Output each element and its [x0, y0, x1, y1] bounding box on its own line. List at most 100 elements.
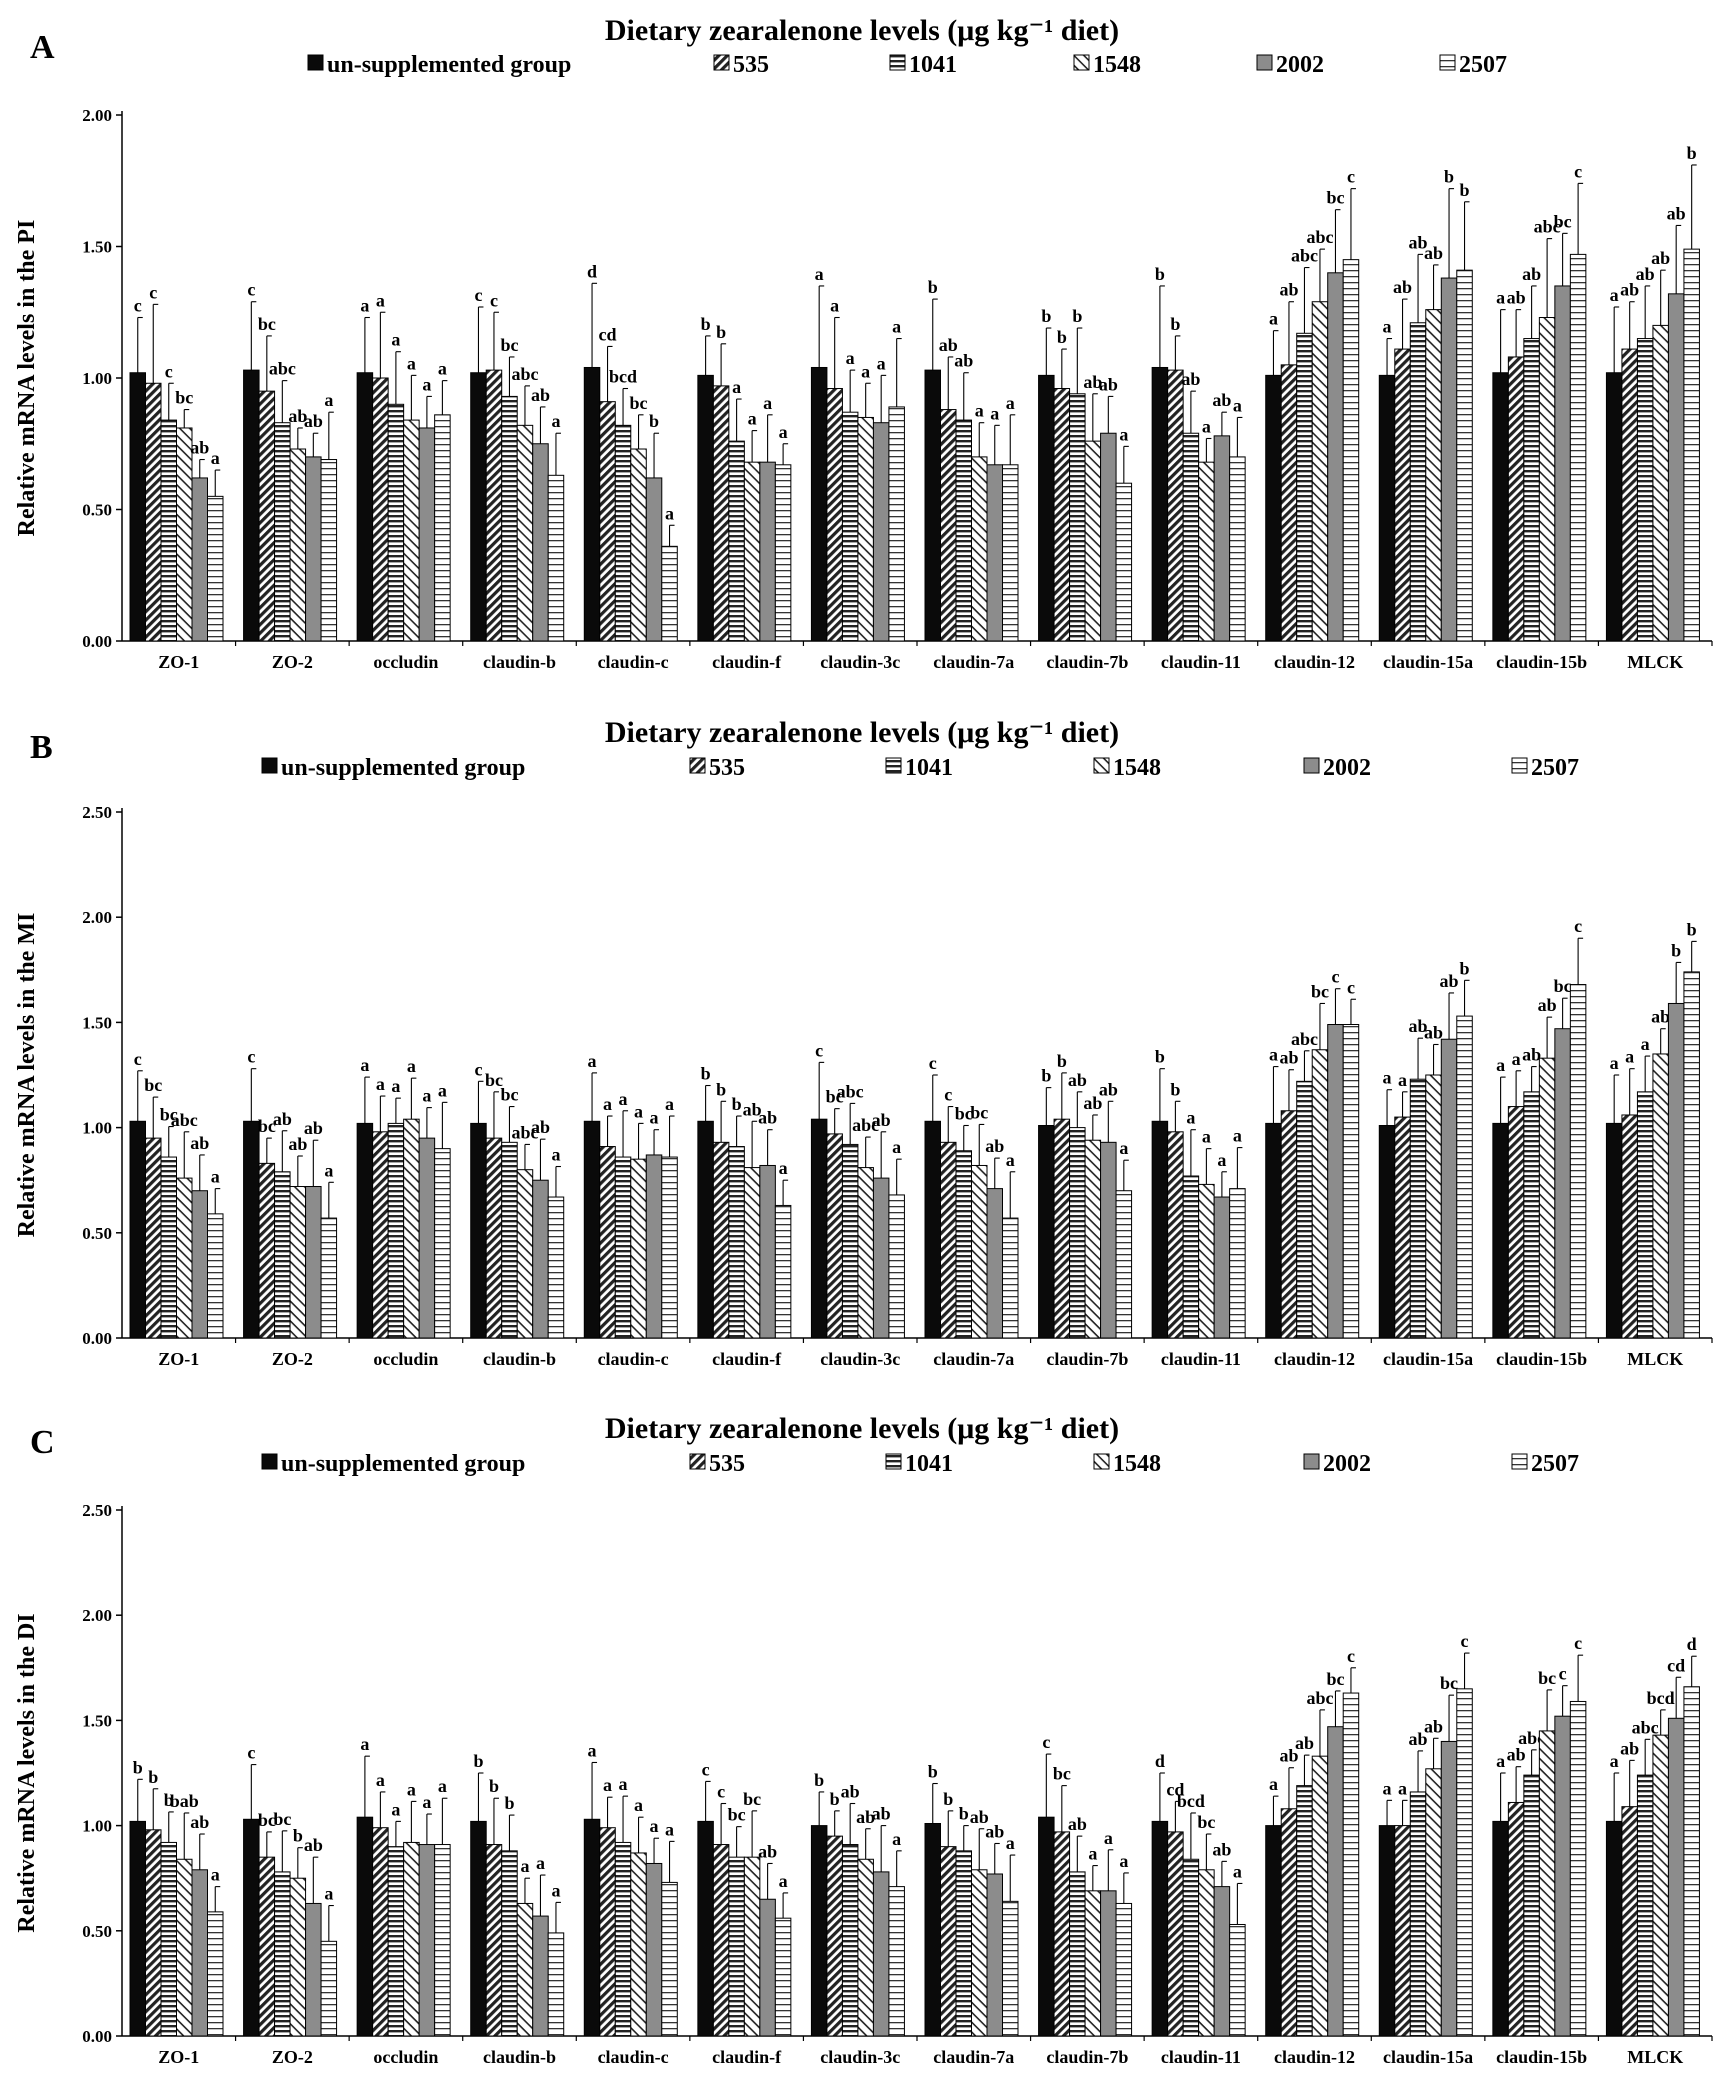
significance-letter: a	[1119, 424, 1128, 444]
legend-swatch	[1303, 757, 1320, 774]
bar	[258, 1856, 276, 2037]
significance-letter: a	[1202, 416, 1211, 436]
legend-label: 2507	[1459, 52, 1507, 78]
significance-letter: bc	[743, 1789, 761, 1809]
significance-letter: d	[1687, 1634, 1697, 1654]
bar	[1425, 1768, 1442, 2037]
bar	[434, 1148, 451, 1339]
bar	[516, 1169, 534, 1339]
bar	[1053, 1118, 1071, 1339]
bar	[986, 1188, 1003, 1339]
bar	[1538, 1057, 1556, 1339]
category-label: MLCK	[1627, 652, 1683, 672]
significance-letter: a	[422, 1792, 431, 1812]
bar	[274, 1871, 291, 2037]
significance-letter: ab	[985, 1136, 1004, 1156]
significance-letter: a	[650, 1816, 659, 1836]
bar	[547, 1196, 565, 1339]
significance-letter: ab	[288, 406, 307, 426]
significance-letter: bc	[1554, 211, 1572, 231]
significance-letter: a	[665, 1094, 674, 1114]
bar	[1667, 1002, 1685, 1339]
legend-swatch	[261, 1453, 278, 1470]
significance-letter: a	[211, 448, 220, 468]
bar	[160, 419, 177, 642]
bar	[728, 1146, 745, 1339]
significance-letter: c	[1347, 1646, 1355, 1666]
bar	[258, 390, 276, 642]
significance-letter: a	[1610, 1751, 1619, 1771]
bar	[924, 369, 941, 642]
bar	[614, 424, 632, 642]
legend-label: un-supplemented group	[281, 755, 525, 781]
significance-letter: bc	[970, 1102, 988, 1122]
bar	[1683, 1686, 1700, 2037]
significance-letter: a	[211, 1865, 220, 1885]
bar	[971, 456, 988, 642]
significance-letter: ab	[273, 1109, 292, 1129]
significance-letter: c	[474, 1059, 482, 1079]
bar	[955, 1850, 972, 2037]
significance-letter: a	[1383, 317, 1392, 337]
y-tick-label: 1.00	[82, 369, 112, 388]
significance-letter: b	[133, 1757, 143, 1777]
bar	[387, 403, 405, 642]
bar	[743, 1167, 761, 1339]
bar	[1667, 293, 1685, 642]
significance-letter: a	[990, 403, 999, 423]
bar	[1213, 435, 1231, 642]
significance-letter: b	[943, 1789, 953, 1809]
significance-letter: b	[959, 1804, 969, 1824]
bar	[1409, 322, 1427, 642]
category-label: claudin-c	[598, 2047, 669, 2067]
significance-letter: bc	[258, 1116, 276, 1136]
bar	[403, 419, 420, 642]
bar	[1507, 356, 1525, 642]
bar	[1311, 301, 1329, 642]
bar	[1409, 1078, 1427, 1339]
significance-letter: ab	[1507, 1745, 1526, 1765]
y-tick-label: 2.00	[82, 908, 112, 927]
significance-letter: ab	[531, 1117, 550, 1137]
bar	[826, 1133, 843, 1339]
bar	[1229, 456, 1246, 642]
significance-letter: bc	[144, 1075, 162, 1095]
significance-letter: a	[551, 1880, 560, 1900]
significance-letter: b	[293, 1826, 303, 1846]
legend-swatch	[885, 757, 902, 774]
legend-label: un-supplemented group	[327, 52, 571, 78]
significance-letter: abc	[1306, 227, 1333, 247]
significance-letter: b	[1072, 306, 1082, 326]
y-tick-label: 2.50	[82, 1501, 112, 1520]
chart-title: Dietary zearalenone levels (μg kg⁻¹ diet…	[605, 716, 1119, 749]
category-label: claudin-c	[598, 652, 669, 672]
bar	[1394, 348, 1411, 642]
significance-letter: b	[814, 1770, 824, 1790]
significance-letter: a	[376, 1770, 385, 1790]
category-label: occludin	[373, 652, 438, 672]
significance-letter: b	[928, 277, 938, 297]
bar	[1409, 1791, 1427, 2037]
significance-letter: a	[1625, 1047, 1634, 1067]
category-label: ZO-2	[272, 2047, 313, 2067]
y-tick-label: 0.00	[82, 2027, 112, 2046]
legend-swatch	[689, 757, 706, 774]
bar	[485, 1844, 503, 2037]
bar	[1296, 1785, 1313, 2037]
significance-letter: a	[634, 1101, 643, 1121]
significance-letter: c	[1331, 967, 1339, 987]
category-label: claudin-11	[1161, 1349, 1241, 1369]
significance-letter: ab	[1083, 372, 1102, 392]
significance-letter: abc	[1534, 217, 1561, 237]
legend-label: 1041	[905, 1451, 953, 1477]
bar	[1523, 1774, 1540, 2037]
category-label: claudin-7b	[1046, 2047, 1128, 2067]
significance-letter: ab	[1279, 280, 1298, 300]
bar	[356, 1122, 374, 1339]
significance-letter: b	[1170, 314, 1180, 334]
bar	[1182, 1175, 1200, 1339]
bar	[191, 1869, 208, 2037]
bar	[501, 1141, 518, 1339]
significance-letter: b	[732, 1094, 742, 1114]
bar	[940, 1141, 957, 1339]
